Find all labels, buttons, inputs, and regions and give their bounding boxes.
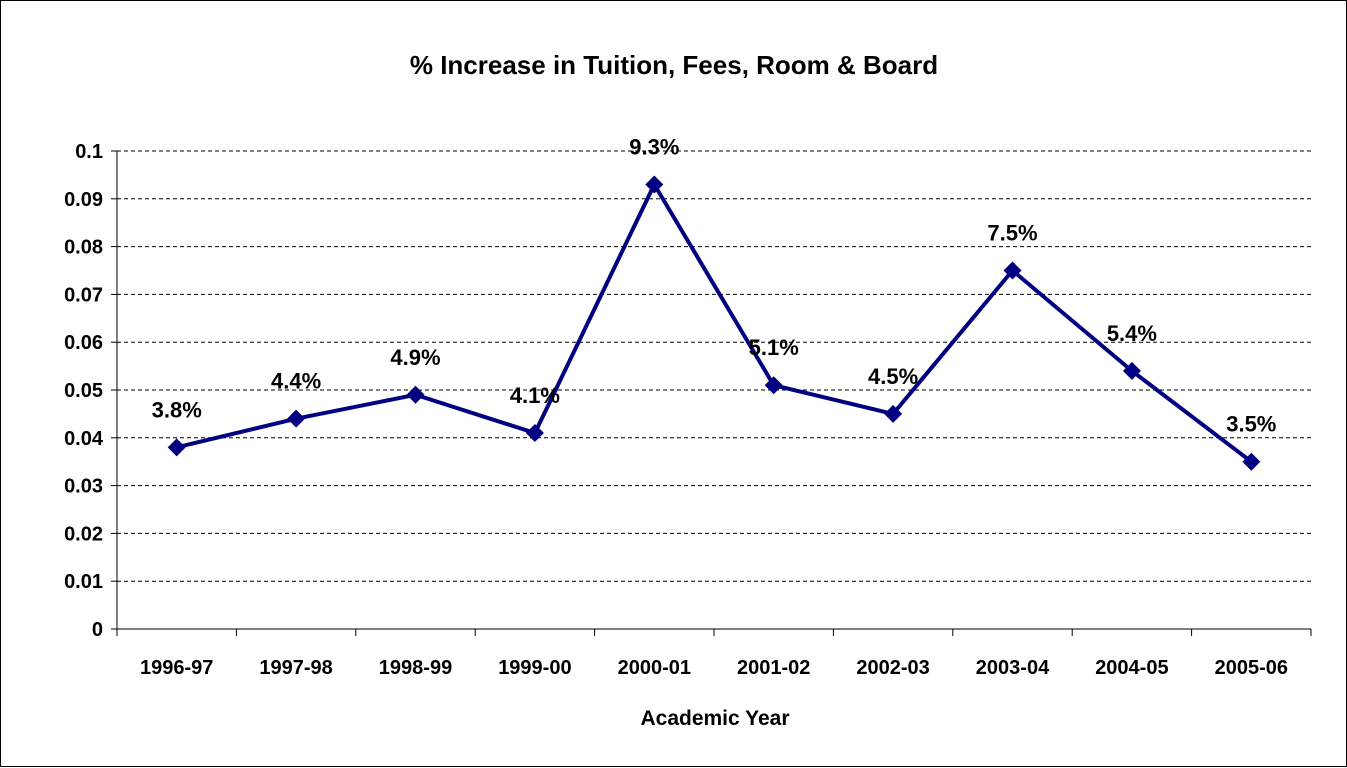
y-tick-label: 0.02 [64,523,103,545]
x-tick-label: 2004-05 [1095,657,1168,679]
x-tick-label: 1997-98 [259,657,332,679]
data-point-diamond [1003,261,1022,280]
data-point-diamond [525,424,544,443]
data-point-diamond [645,175,664,194]
y-tick-label: 0.06 [64,332,103,354]
data-label: 3.5% [1226,412,1276,437]
data-point-diamond [406,385,425,404]
x-tick-label: 2000-01 [618,657,691,679]
y-tick-label: 0.01 [64,571,103,593]
data-label: 9.3% [629,134,679,159]
x-tick-label: 2003-04 [976,657,1050,679]
y-tick-label: 0.09 [64,189,103,211]
data-labels: 3.8% 4.4% 4.9% 4.1% 9.3% 5.1% 4.5% 7.5% 5.4% 3.5% [152,134,1277,436]
data-label: 5.1% [749,335,799,360]
chart-title: % Increase in Tuition, Fees, Room & Boar… [410,50,938,80]
x-tick-label: 1999-00 [498,657,571,679]
gridlines [117,150,1311,582]
data-point-diamond [287,409,306,428]
y-tick-label: 0.03 [64,476,103,498]
data-point-diamond [167,438,186,457]
series-line [176,182,1253,464]
x-tick-label: 2002-03 [856,657,929,679]
data-label: 4.1% [510,383,560,408]
y-axis-tick-labels: 0 0.01 0.02 0.03 0.04 0.05 0.06 0.07 0.08 0.09 0.1 [64,141,104,641]
y-tick-label: 0.1 [75,141,103,163]
data-markers [167,175,1261,471]
data-label: 3.8% [152,397,202,422]
x-tick-label: 1998-99 [379,657,452,679]
data-label: 5.4% [1107,321,1157,346]
y-tick-label: 0.08 [64,237,103,259]
data-point-diamond [1122,361,1141,380]
data-label: 4.5% [868,364,918,389]
data-label: 4.4% [271,369,321,394]
series-line-path [176,182,1253,464]
x-tick-label: 2001-02 [737,657,810,679]
x-tick-label: 1996-97 [140,657,213,679]
x-tick-label: 2005-06 [1215,657,1288,679]
data-point-diamond [884,404,903,423]
y-tick-label: 0.05 [64,380,103,402]
axes [111,150,1312,636]
x-axis-title: Academic Year [640,707,789,730]
y-tick-label: 0.07 [64,284,103,306]
data-point-diamond [764,376,783,395]
y-tick-label: 0.04 [64,428,104,450]
data-label: 7.5% [987,221,1037,246]
x-axis-tick-labels: 1996-97 1997-98 1998-99 1999-00 2000-01 2001-… [140,657,1288,679]
data-label: 4.9% [390,345,440,370]
data-point-diamond [1242,452,1261,471]
y-tick-label: 0 [92,619,103,641]
